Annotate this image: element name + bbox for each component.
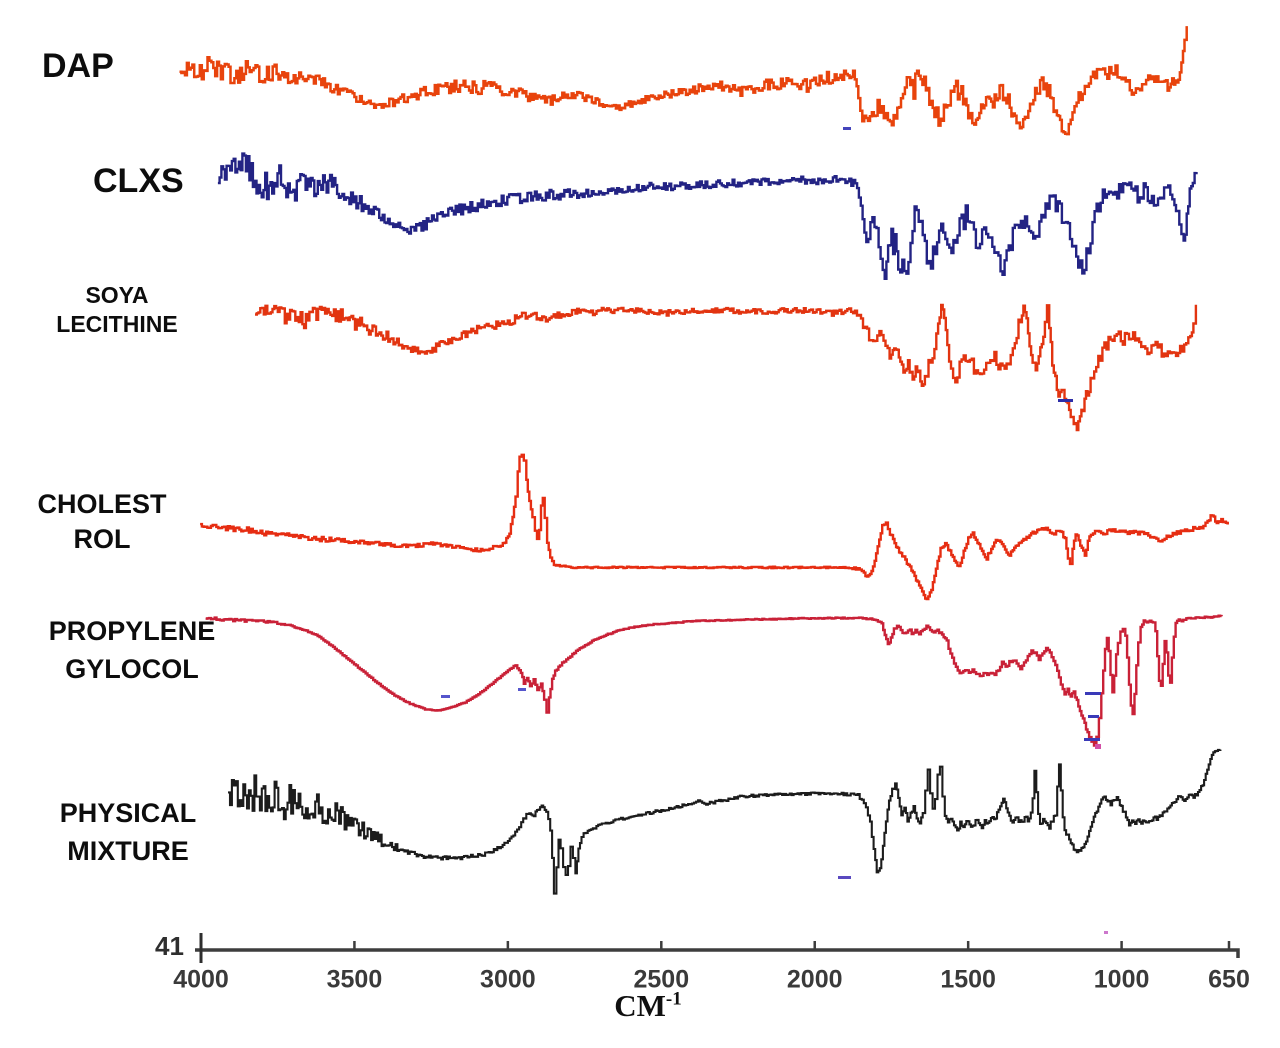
spectrum-trace-clxs (217, 152, 1198, 280)
sample-label-clxs: CLXS (93, 161, 213, 202)
x-tick-label-2500: 2500 (633, 966, 689, 994)
sample-label-text: DAP (42, 47, 114, 85)
sample-label-propylene-gylocol: PROPYLENE GYLOCOL (32, 613, 232, 689)
x-axis-unit-label: CM-1 (583, 988, 713, 1024)
y-axis-min-label: 41 (155, 931, 184, 961)
spectrum-trace-physical-mixture (228, 748, 1222, 895)
x-tick-label-4000: 4000 (173, 966, 229, 994)
marker-artifact-1 (1058, 399, 1073, 402)
marker-artifact-7 (1095, 744, 1101, 749)
sample-label-text: ROL (73, 524, 131, 555)
sample-label-text: GYLOCOL (65, 653, 199, 684)
sample-label-text: LECITHINE (56, 310, 178, 337)
sample-label-dap: DAP (42, 46, 162, 87)
x-tick-label-1000: 1000 (1094, 966, 1150, 994)
x-tick-label-3500: 3500 (327, 966, 383, 994)
x-axis-unit-exponent: -1 (665, 988, 682, 1010)
sample-label-physical-mixture: PHYSICAL MIXTURE (28, 795, 228, 871)
marker-artifact-6 (1084, 738, 1100, 741)
sample-label-text: CLXS (93, 162, 184, 200)
x-tick-label-2000: 2000 (787, 966, 843, 994)
sample-label-text: CHOLEST (37, 489, 167, 519)
spectrum-trace-propylene-gylocol (205, 614, 1223, 747)
sample-label-cholestrol: CHOLEST ROL (22, 487, 182, 557)
marker-artifact-8 (838, 876, 851, 879)
x-tick-label-3000: 3000 (480, 966, 536, 994)
marker-artifact-3 (518, 688, 526, 691)
sample-label-text: PHYSICAL (59, 798, 197, 828)
marker-artifact-9 (1104, 931, 1108, 934)
marker-artifact-2 (441, 695, 450, 698)
x-axis-line (195, 948, 1240, 958)
spectrum-trace-dap (179, 26, 1188, 136)
x-tick-label-650: 650 (1208, 966, 1250, 994)
spectrum-trace-soya-lecithine (255, 303, 1198, 432)
spectrum-trace-cholestrol (200, 453, 1229, 601)
x-tick-label-1500: 1500 (940, 966, 996, 994)
marker-artifact-5 (1088, 715, 1099, 718)
sample-label-text: MIXTURE (67, 835, 189, 866)
x-axis-unit-base: CM (614, 988, 666, 1023)
marker-artifact-4 (1085, 692, 1101, 695)
sample-label-text: SOYA (85, 282, 149, 308)
sample-label-soya-lecithine: SOYA LECITHINE (37, 281, 197, 339)
sample-label-text: PROPYLENE (48, 616, 216, 646)
marker-artifact-0 (843, 127, 851, 130)
